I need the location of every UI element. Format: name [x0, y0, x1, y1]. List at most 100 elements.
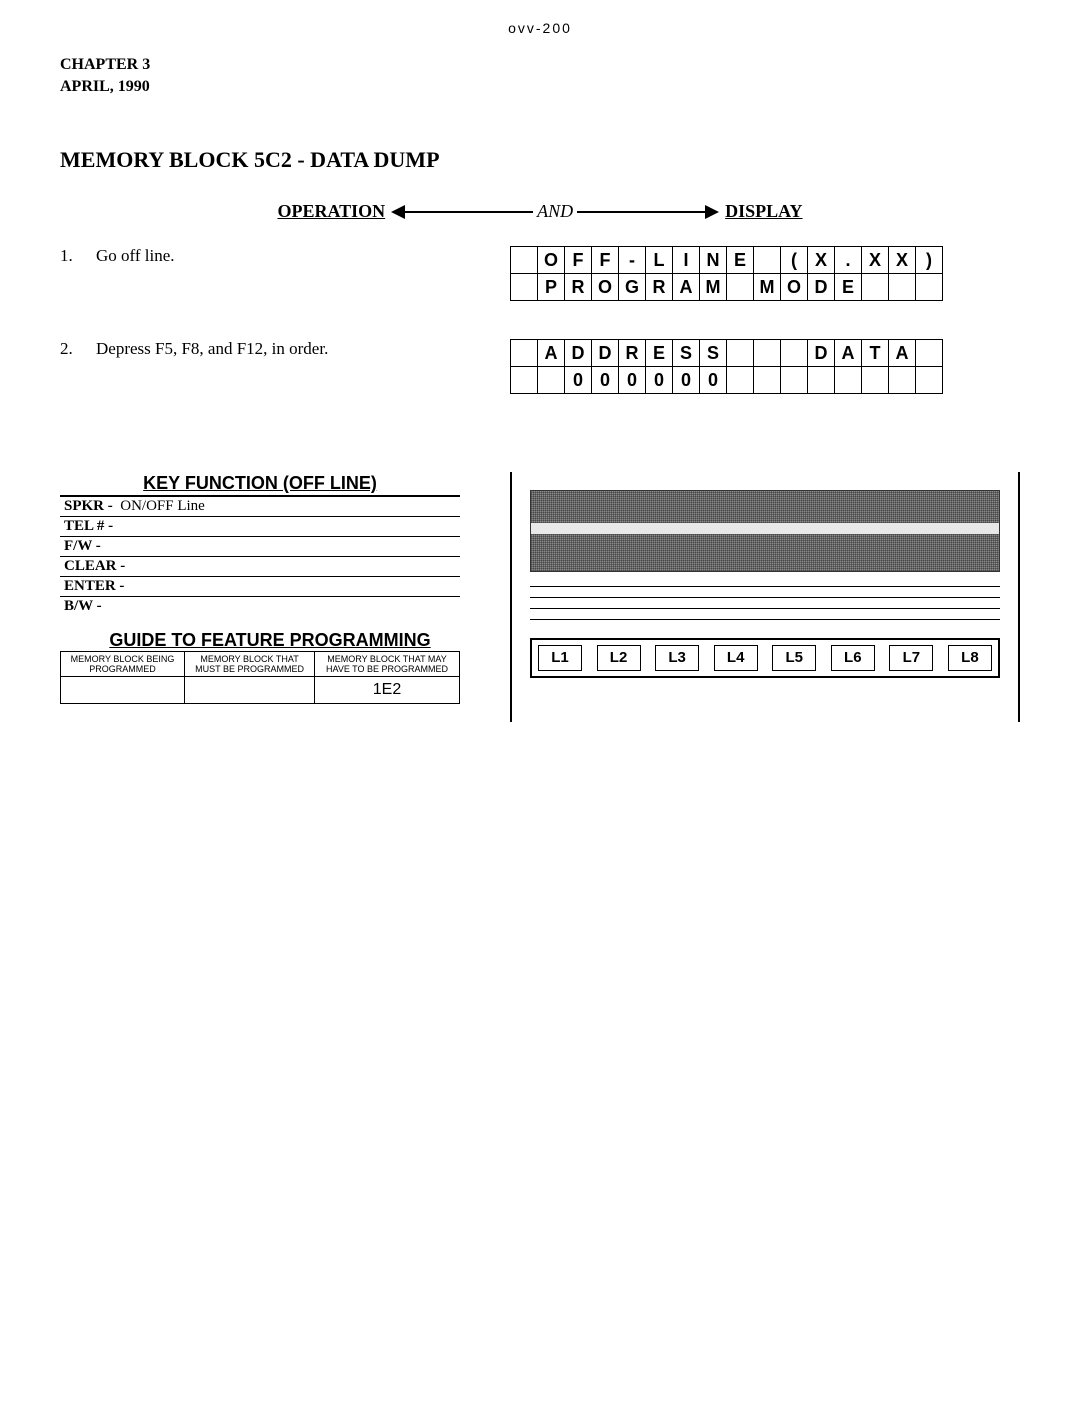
- phone-panel: L1 L2 L3 L4 L5 L6 L7 L8: [510, 472, 1020, 722]
- guide-table: MEMORY BLOCK BEINGPROGRAMMED MEMORY BLOC…: [60, 651, 460, 704]
- lcd1-r2c5: R: [646, 274, 673, 301]
- lcd2-r2c10: [781, 367, 808, 394]
- line-key-l1[interactable]: L1: [538, 645, 582, 671]
- line-keys-row: L1 L2 L3 L4 L5 L6 L7 L8: [530, 638, 1000, 678]
- lcd1-r1c14: X: [889, 247, 916, 274]
- lcd1-r1c12: .: [835, 247, 862, 274]
- lcd2-r2c0: [511, 367, 538, 394]
- lcd1-r2c6: A: [673, 274, 700, 301]
- lcd2-r2c2: 0: [565, 367, 592, 394]
- kf-enter-label: ENTER -: [64, 578, 124, 594]
- lcd2-r2c15: [916, 367, 943, 394]
- lcd1-r1c1: O: [538, 247, 565, 274]
- lcd1-r1c7: N: [700, 247, 727, 274]
- phone-line-3: [530, 608, 1000, 619]
- key-function-table: KEY FUNCTION (OFF LINE) SPKR - ON/OFF Li…: [60, 472, 460, 616]
- lcd1-r2c11: D: [808, 274, 835, 301]
- lcd2-r1c10: [781, 340, 808, 367]
- line-key-l7[interactable]: L7: [889, 645, 933, 671]
- step-2-num: 2.: [60, 339, 78, 359]
- lcd1-r1c9: [754, 247, 781, 274]
- kf-spkr-desc: ON/OFF Line: [120, 498, 205, 514]
- lcd1-r2c14: [889, 274, 916, 301]
- lcd-1: O F F - L I N E ( X . X X ): [510, 246, 943, 301]
- lcd1-r1c0: [511, 247, 538, 274]
- lcd1-r1c8: E: [727, 247, 754, 274]
- lcd1-r2c2: R: [565, 274, 592, 301]
- operation-label: OPERATION: [277, 201, 385, 222]
- operation-display-row: OPERATION AND DISPLAY: [60, 201, 1020, 222]
- guide-cell-1: [61, 677, 185, 704]
- phone-line-2: [530, 597, 1000, 608]
- step-1-text: Go off line.: [96, 246, 175, 266]
- lcd2-r2c8: [727, 367, 754, 394]
- lcd2-r2c1: [538, 367, 565, 394]
- lcd2-r1c6: S: [673, 340, 700, 367]
- lcd1-r2c7: M: [700, 274, 727, 301]
- lcd1-r2c3: O: [592, 274, 619, 301]
- lcd1-r2c10: O: [781, 274, 808, 301]
- arrow-left-icon: [393, 211, 533, 213]
- lcd1-r1c6: I: [673, 247, 700, 274]
- lcd2-r1c15: [916, 340, 943, 367]
- guide-header: GUIDE TO FEATURE PROGRAMMING: [60, 630, 480, 651]
- guide-cell-3: 1E2: [315, 677, 460, 704]
- kf-spkr-label: SPKR -: [64, 498, 113, 514]
- phone-line-4: [530, 619, 1000, 638]
- lcd2-r1c0: [511, 340, 538, 367]
- lcd2-r2c12: [835, 367, 862, 394]
- lcd1-r2c1: P: [538, 274, 565, 301]
- lcd1-r2c4: G: [619, 274, 646, 301]
- kf-bw-label: B/W -: [64, 598, 102, 614]
- guide-col3-header: MEMORY BLOCK THAT MAYHAVE TO BE PROGRAMM…: [315, 652, 460, 677]
- lcd1-r2c0: [511, 274, 538, 301]
- phone-display-area: [530, 490, 1000, 572]
- lcd1-r1c3: F: [592, 247, 619, 274]
- and-label: AND: [537, 201, 573, 222]
- line-key-l4[interactable]: L4: [714, 645, 758, 671]
- lcd2-r2c3: 0: [592, 367, 619, 394]
- line-key-l5[interactable]: L5: [772, 645, 816, 671]
- lcd2-r1c7: S: [700, 340, 727, 367]
- lcd1-r1c4: -: [619, 247, 646, 274]
- page-title: MEMORY BLOCK 5C2 - DATA DUMP: [60, 147, 1020, 173]
- lcd2-r1c2: D: [565, 340, 592, 367]
- lcd2-r2c14: [889, 367, 916, 394]
- lcd2-r2c9: [754, 367, 781, 394]
- line-key-l3[interactable]: L3: [655, 645, 699, 671]
- lcd2-r2c7: 0: [700, 367, 727, 394]
- line-key-l8[interactable]: L8: [948, 645, 992, 671]
- lcd1-r2c9: M: [754, 274, 781, 301]
- lcd2-r2c5: 0: [646, 367, 673, 394]
- lcd2-r2c13: [862, 367, 889, 394]
- lcd2-r2c4: 0: [619, 367, 646, 394]
- guide-col1-header: MEMORY BLOCK BEINGPROGRAMMED: [61, 652, 185, 677]
- step-2-text: Depress F5, F8, and F12, in order.: [96, 339, 328, 359]
- lcd1-r1c11: X: [808, 247, 835, 274]
- lcd2-r1c11: D: [808, 340, 835, 367]
- chapter-line1: CHAPTER 3: [60, 54, 1020, 76]
- line-key-l6[interactable]: L6: [831, 645, 875, 671]
- step-1: 1. Go off line.: [60, 246, 480, 266]
- chapter-block: CHAPTER 3 APRIL, 1990: [60, 54, 1020, 97]
- kf-clear-label: CLEAR -: [64, 558, 125, 574]
- guide-cell-2: [185, 677, 315, 704]
- kf-tel-label: TEL # -: [64, 518, 113, 534]
- doc-header-code: ovv-200: [60, 20, 1020, 36]
- step-1-num: 1.: [60, 246, 78, 266]
- lcd2-r1c14: A: [889, 340, 916, 367]
- lcd1-r1c10: (: [781, 247, 808, 274]
- lcd1-r1c5: L: [646, 247, 673, 274]
- kf-fw-label: F/W -: [64, 538, 101, 554]
- phone-line-1: [530, 586, 1000, 597]
- lcd1-r2c13: [862, 274, 889, 301]
- display-label: DISPLAY: [725, 201, 802, 222]
- lcd1-r2c8: [727, 274, 754, 301]
- lcd1-r2c12: E: [835, 274, 862, 301]
- lcd2-r2c11: [808, 367, 835, 394]
- line-key-l2[interactable]: L2: [597, 645, 641, 671]
- lcd2-r1c1: A: [538, 340, 565, 367]
- lcd1-r1c15: ): [916, 247, 943, 274]
- step-2: 2. Depress F5, F8, and F12, in order.: [60, 339, 480, 359]
- lcd2-r1c9: [754, 340, 781, 367]
